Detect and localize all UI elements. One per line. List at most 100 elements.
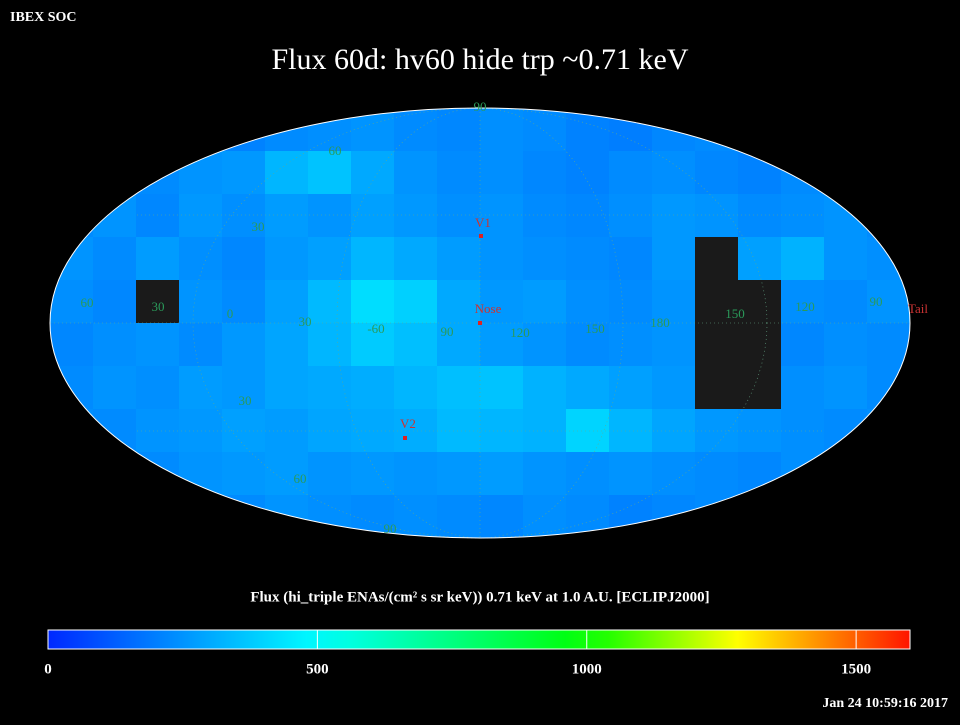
flux-cell [265, 151, 309, 195]
flux-cell [265, 108, 309, 152]
flux-cell [351, 151, 395, 195]
flux-cell [351, 237, 395, 281]
flux-cell [566, 280, 610, 324]
flux-cell [50, 194, 94, 238]
flux-cell [523, 280, 567, 324]
flux-cell [523, 108, 567, 152]
flux-cell [824, 323, 868, 367]
flux-cell [824, 151, 868, 195]
graticule-label: 180 [650, 315, 670, 330]
flux-cell [609, 323, 653, 367]
flux-cell [781, 108, 825, 152]
flux-cell [351, 194, 395, 238]
graticule-label: 30 [252, 219, 265, 234]
flux-cell [179, 366, 223, 410]
flux-cell [308, 323, 352, 367]
flux-cell [480, 237, 524, 281]
flux-cell [480, 323, 524, 367]
no-data-cell [738, 280, 782, 324]
flux-cell [437, 452, 481, 496]
graticule-label: 90 [870, 294, 883, 309]
flux-cell [652, 237, 696, 281]
flux-cell [523, 366, 567, 410]
marker-label: Tail [908, 301, 928, 316]
flux-cell [265, 495, 309, 538]
flux-cell [50, 280, 94, 324]
marker-dot [479, 234, 483, 238]
flux-cell [222, 452, 266, 496]
flux-cell [566, 323, 610, 367]
flux-cell [480, 194, 524, 238]
flux-cell [136, 323, 180, 367]
flux-cell [265, 237, 309, 281]
flux-cell [136, 237, 180, 281]
flux-cell [394, 280, 438, 324]
flux-cell [867, 323, 910, 367]
flux-cell [136, 366, 180, 410]
flux-cell [652, 280, 696, 324]
flux-cell [609, 452, 653, 496]
flux-cell [652, 495, 696, 538]
graticule-label: 30 [299, 314, 312, 329]
flux-cell [480, 366, 524, 410]
flux-cell [867, 452, 910, 496]
graticule-label: 60 [329, 143, 342, 158]
graticule-label: 30 [152, 299, 165, 314]
flux-cell [50, 495, 94, 538]
flux-cell [824, 280, 868, 324]
flux-cell [351, 323, 395, 367]
graticule-label: 120 [795, 299, 815, 314]
flux-cell [867, 151, 910, 195]
flux-cell [308, 237, 352, 281]
flux-cell [609, 366, 653, 410]
flux-cell [265, 323, 309, 367]
marker-dot [403, 436, 407, 440]
flux-cell [179, 280, 223, 324]
flux-cell [609, 280, 653, 324]
flux-cell [652, 194, 696, 238]
flux-cell [738, 237, 782, 281]
flux-cell [222, 108, 266, 152]
flux-cell [222, 495, 266, 538]
flux-cell [738, 452, 782, 496]
flux-cell [824, 366, 868, 410]
marker-label: V1 [475, 215, 491, 230]
flux-cell [437, 151, 481, 195]
flux-cell [824, 452, 868, 496]
graticule-label: 60 [81, 295, 94, 310]
graticule-label: 90 [474, 99, 487, 114]
flux-cell [308, 280, 352, 324]
flux-cell [523, 409, 567, 453]
flux-cell [351, 280, 395, 324]
graticule-label: 30 [239, 393, 252, 408]
no-data-cell [695, 237, 739, 281]
flux-cell [480, 108, 524, 152]
flux-cell [738, 108, 782, 152]
flux-cell [222, 151, 266, 195]
flux-cell [738, 194, 782, 238]
graticule-label: 0 [227, 306, 234, 321]
flux-cell [695, 151, 739, 195]
graticule-label: 60 [294, 471, 307, 486]
flux-cell [695, 452, 739, 496]
flux-cell [50, 452, 94, 496]
flux-cell [480, 151, 524, 195]
flux-cell [50, 366, 94, 410]
flux-cell [480, 495, 524, 538]
flux-cell [738, 409, 782, 453]
graticule-label: 90 [441, 324, 454, 339]
flux-cell [351, 366, 395, 410]
flux-cell [652, 366, 696, 410]
marker-dot [478, 321, 482, 325]
marker-label: Nose [475, 301, 502, 316]
flux-cell [222, 280, 266, 324]
flux-cell [824, 495, 868, 538]
flux-cell [824, 237, 868, 281]
flux-cell [867, 108, 910, 152]
flux-cell [136, 495, 180, 538]
flux-cell [93, 108, 137, 152]
flux-cell [437, 280, 481, 324]
flux-cell [136, 108, 180, 152]
flux-cell [93, 366, 137, 410]
